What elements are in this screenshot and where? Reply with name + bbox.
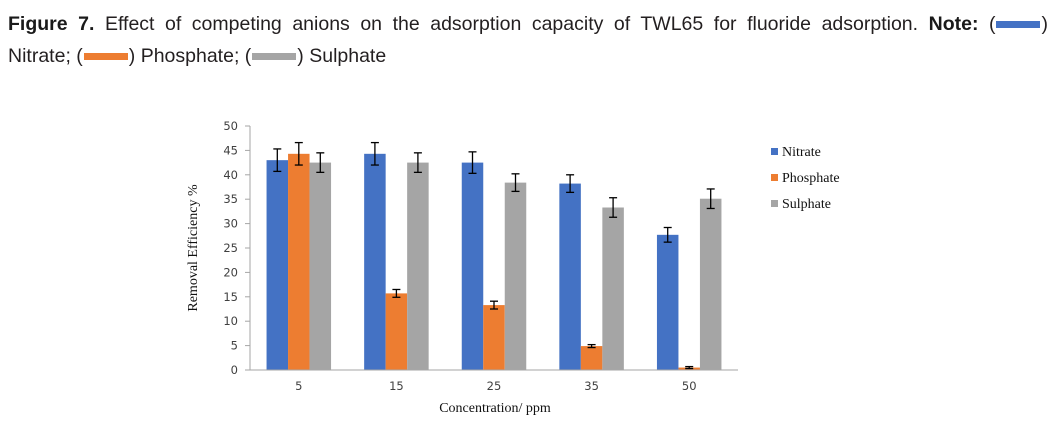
error-bar-phosphate-25 bbox=[490, 300, 498, 310]
y-tick-label: 45 bbox=[223, 143, 238, 157]
caption-nitrate: Nitrate bbox=[8, 45, 66, 67]
error-bar-nitrate-25 bbox=[468, 151, 477, 174]
caption-line-2: Nitrate; () Phosphate; () Sulphate bbox=[8, 45, 387, 67]
bar-sulphate-50 bbox=[699, 198, 722, 370]
legend-label: Sulphate bbox=[782, 197, 831, 212]
error-bar-phosphate-35 bbox=[587, 343, 596, 349]
bar-nitrate-25 bbox=[461, 162, 484, 370]
legend-item-phosphate: Phosphate bbox=[771, 171, 840, 186]
caption-sulphate: Sulphate bbox=[309, 45, 387, 67]
legend-label: Phosphate bbox=[782, 171, 840, 186]
bar-phosphate-15 bbox=[385, 293, 408, 370]
y-tick-label: 25 bbox=[223, 241, 238, 255]
bar-nitrate-50 bbox=[656, 234, 679, 370]
bars-layer bbox=[266, 153, 722, 370]
y-tick-label: 20 bbox=[223, 265, 238, 279]
phosphate-swatch bbox=[83, 53, 128, 61]
nitrate-swatch bbox=[996, 21, 1041, 29]
error-bar-nitrate-15 bbox=[370, 141, 379, 166]
error-bar-nitrate-5 bbox=[273, 148, 282, 173]
note-label: Note: bbox=[928, 13, 979, 35]
x-tick-label: 25 bbox=[487, 379, 502, 393]
x-tick-label: 15 bbox=[389, 379, 404, 393]
y-tick-label: 50 bbox=[223, 119, 238, 133]
y-tick-label: 5 bbox=[231, 339, 238, 353]
x-tick-label: 5 bbox=[295, 379, 302, 393]
sulphate-swatch bbox=[252, 53, 297, 61]
error-bar-sulphate-15 bbox=[413, 152, 422, 174]
error-bar-phosphate-15 bbox=[392, 288, 401, 298]
y-tick-label: 30 bbox=[223, 217, 238, 231]
error-bar-phosphate-5 bbox=[294, 141, 303, 166]
y-tick-label: 0 bbox=[231, 363, 238, 377]
bar-sulphate-5 bbox=[309, 162, 332, 370]
legend-item-nitrate: Nitrate bbox=[771, 145, 821, 160]
axes-layer: 5 15 25 35 50 0 5 10 15 20 25 30 35 40 45 50 bbox=[223, 119, 738, 393]
bar-sulphate-15 bbox=[407, 162, 429, 370]
error-bar-sulphate-25 bbox=[511, 173, 520, 193]
y-tick-label: 10 bbox=[223, 314, 238, 328]
error-bar-sulphate-50 bbox=[706, 188, 715, 210]
legend-item-sulphate: Sulphate bbox=[771, 197, 831, 212]
legend-swatch bbox=[771, 174, 778, 181]
bar-phosphate-35 bbox=[580, 346, 603, 370]
error-bar-nitrate-50 bbox=[663, 226, 672, 243]
bar-phosphate-5 bbox=[288, 153, 310, 370]
bar-nitrate-35 bbox=[559, 183, 581, 370]
figure-label: Figure 7. bbox=[8, 13, 95, 35]
error-bar-sulphate-5 bbox=[316, 152, 325, 174]
y-tick-label: 15 bbox=[223, 290, 238, 304]
error-bar-sulphate-35 bbox=[609, 197, 618, 218]
legend-swatch bbox=[771, 148, 778, 155]
y-axis-label: Removal Efficiency % bbox=[186, 184, 201, 312]
error-bar-nitrate-35 bbox=[566, 174, 575, 194]
bar-sulphate-35 bbox=[602, 207, 624, 370]
legend-label: Nitrate bbox=[782, 145, 821, 160]
error-bars-layer bbox=[273, 141, 715, 370]
caption-phosphate: Phosphate bbox=[140, 45, 234, 67]
legend-swatch bbox=[771, 200, 778, 207]
x-tick-label: 35 bbox=[584, 379, 599, 393]
legend: Nitrate Phosphate Sulphate bbox=[771, 145, 840, 212]
y-tick-label: 40 bbox=[223, 168, 238, 182]
bar-phosphate-25 bbox=[483, 305, 505, 370]
x-tick-label: 50 bbox=[682, 379, 697, 393]
caption-text: Effect of competing anions on the adsorp… bbox=[94, 13, 929, 35]
error-bar-phosphate-50 bbox=[685, 365, 694, 370]
bar-nitrate-15 bbox=[364, 153, 386, 370]
caption-line-1: Figure 7. Effect of competing anions on … bbox=[8, 13, 1048, 35]
figure-caption: Figure 7. Effect of competing anions on … bbox=[8, 8, 1048, 72]
bar-sulphate-25 bbox=[504, 182, 527, 370]
x-axis-label: Concentration/ ppm bbox=[439, 401, 551, 416]
bar-nitrate-5 bbox=[266, 160, 289, 370]
y-tick-label: 35 bbox=[223, 192, 238, 206]
